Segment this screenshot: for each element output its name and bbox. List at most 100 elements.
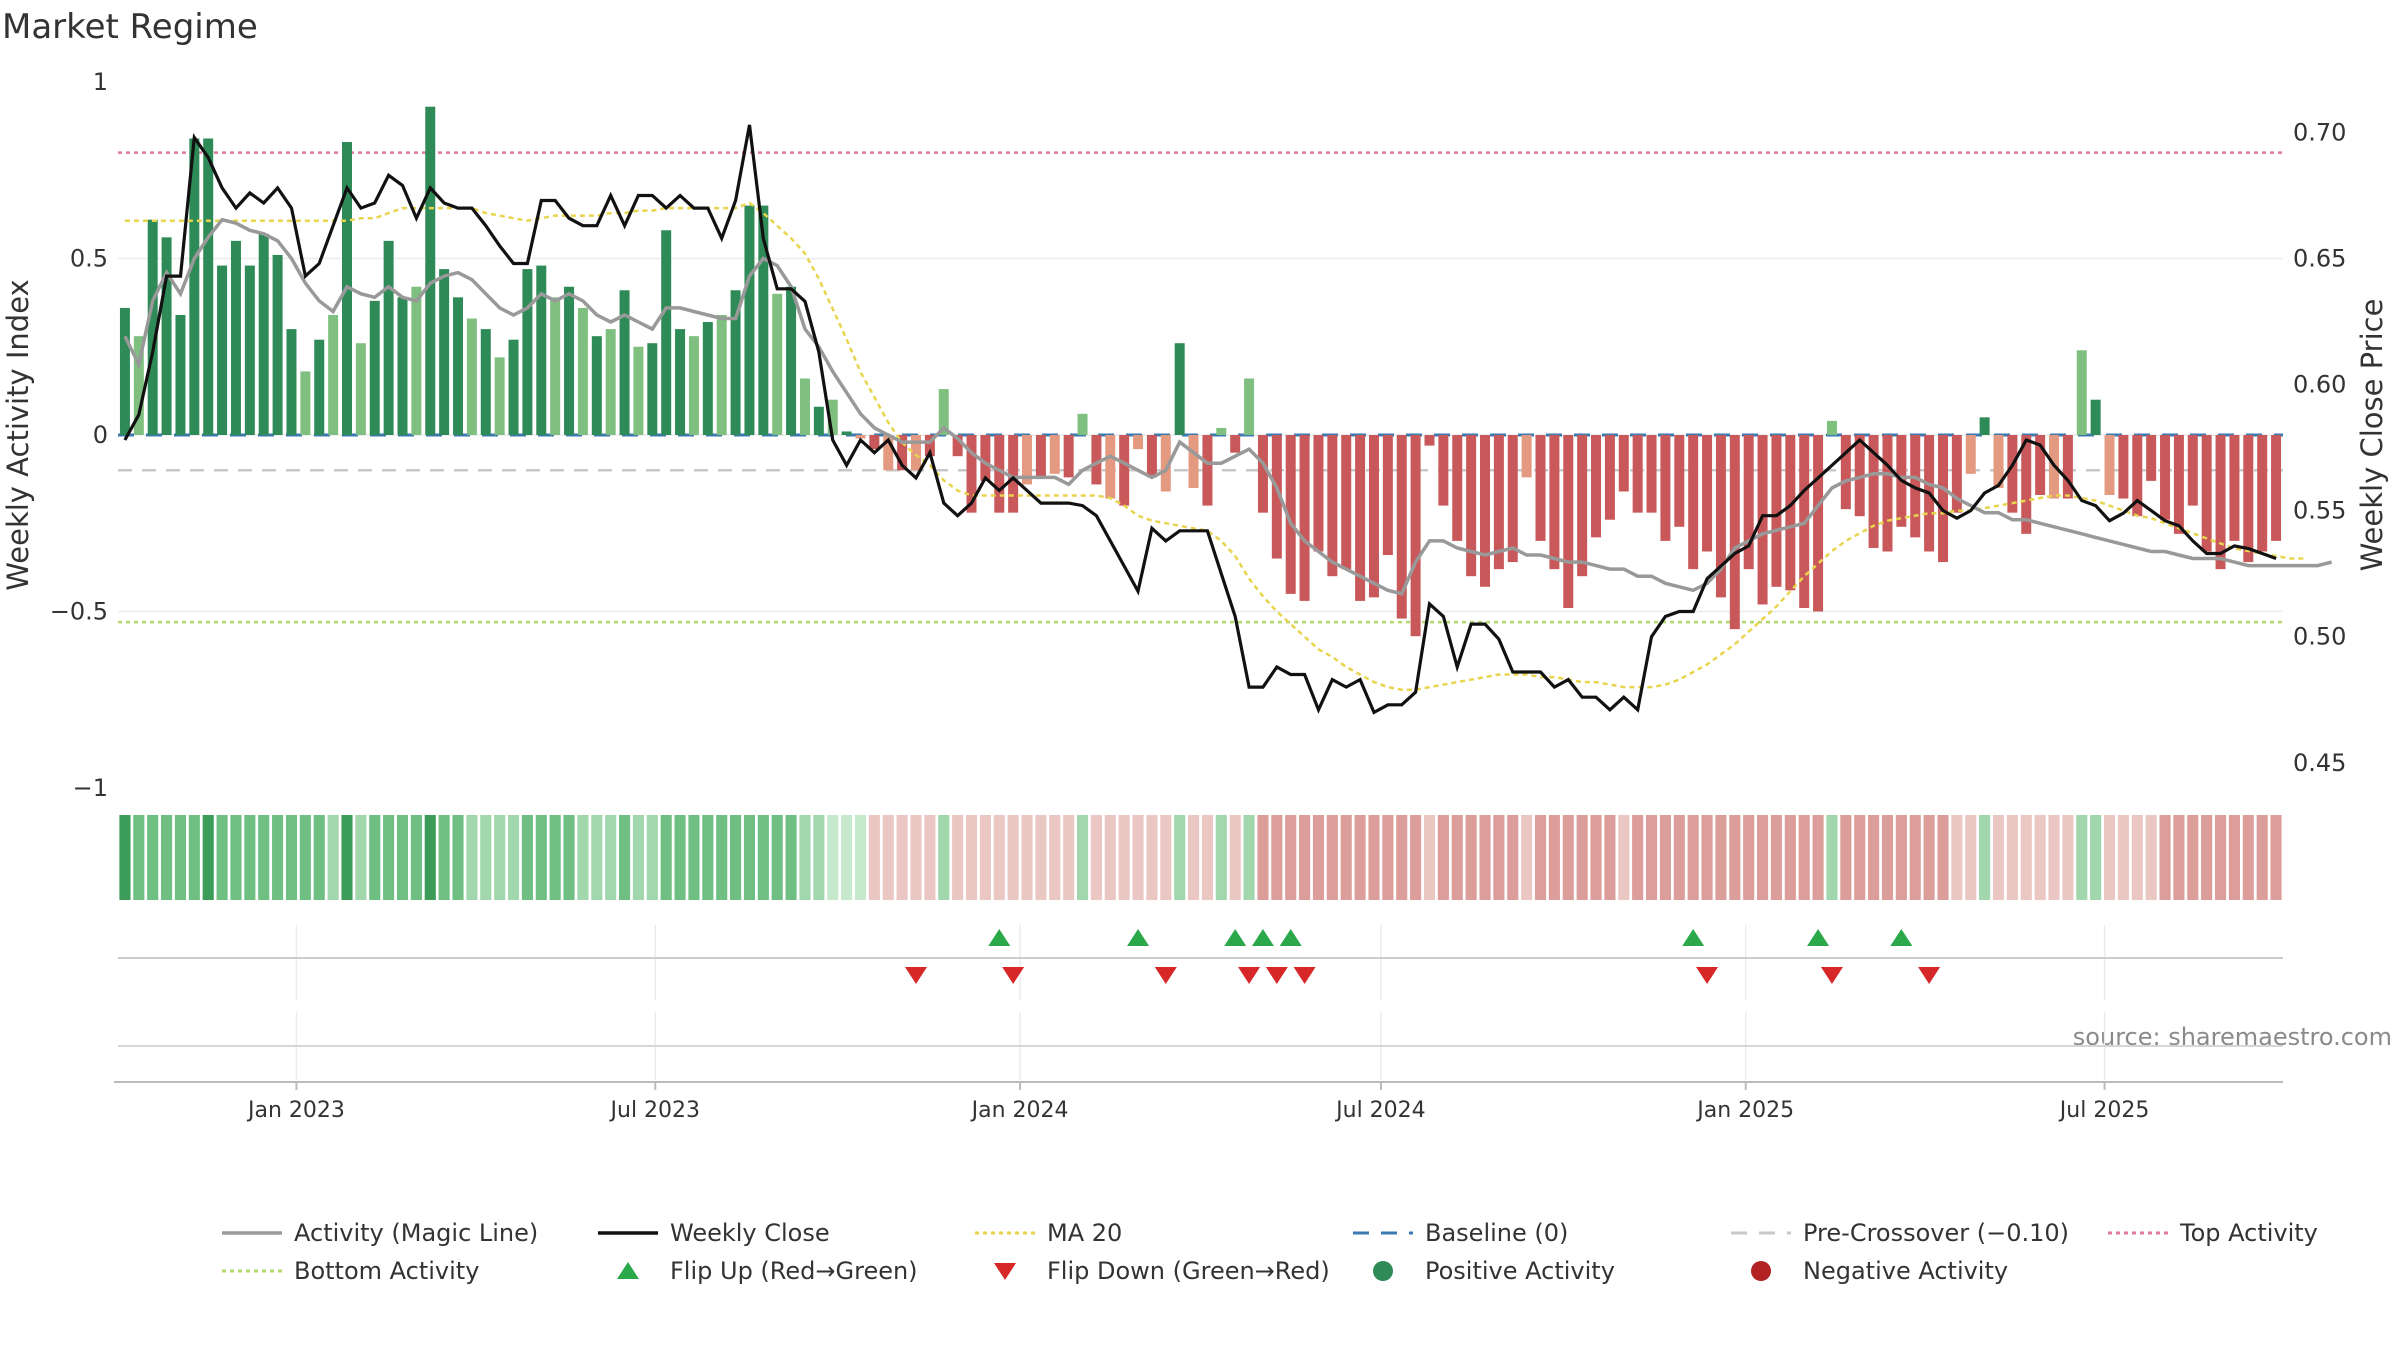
activity-bar — [1507, 435, 1518, 563]
activity-bar — [577, 307, 588, 435]
activity-bar — [369, 300, 380, 435]
activity-bar — [2062, 435, 2073, 499]
flip-down-marker — [1293, 967, 1316, 984]
regime-cell — [188, 815, 200, 900]
activity-bar — [1327, 435, 1338, 577]
legend-item: MA 20 — [975, 1219, 1122, 1247]
legend-label: Pre-Crossover (−0.10) — [1803, 1219, 2069, 1247]
regime-cell — [1507, 815, 1519, 900]
regime-cell — [258, 815, 270, 900]
regime-cell — [1132, 815, 1144, 900]
activity-bar — [1563, 435, 1574, 608]
regime-cell — [480, 815, 492, 900]
activity-bar — [702, 322, 713, 435]
regime-cell — [743, 815, 756, 900]
activity-bar — [1341, 435, 1352, 570]
activity-bar — [1480, 435, 1490, 587]
activity-bar — [1757, 435, 1768, 605]
regime-cell — [605, 815, 617, 900]
flip-down-marker — [1696, 967, 1719, 984]
activity-bar — [1077, 413, 1088, 435]
activity-bar — [2090, 399, 2101, 435]
activity-bar — [1674, 435, 1685, 527]
regime-cell — [1992, 815, 2005, 900]
regime-strip — [119, 815, 2282, 900]
regime-cell — [313, 815, 325, 900]
activity-bar — [1230, 435, 1241, 453]
activity-bar — [2257, 435, 2268, 552]
left-axis-label: Weekly Activity Index — [1, 279, 35, 590]
activity-bar — [1035, 435, 1046, 478]
activity-bar — [786, 286, 797, 435]
right-axis-label: Weekly Close Price — [2355, 299, 2389, 572]
left-tick-label: 0 — [93, 421, 108, 449]
weekly-close-line — [123, 124, 2277, 715]
flip-up-marker — [1224, 929, 1247, 946]
flip-up-marker — [1251, 929, 1274, 946]
regime-cell — [1299, 815, 1311, 900]
x-tick-label: Jul 2023 — [609, 1098, 701, 1123]
regime-cell — [2270, 815, 2282, 900]
activity-bar — [522, 269, 533, 435]
left-tick-label: 0.5 — [70, 245, 108, 273]
activity-bar — [1202, 435, 1213, 506]
flip-down-marker — [1238, 967, 1261, 984]
regime-cell — [1632, 815, 1644, 900]
regime-cell — [2173, 815, 2185, 900]
regime-cell — [563, 815, 575, 900]
activity-bar — [813, 406, 824, 435]
left-tick-label: −1 — [73, 774, 108, 802]
right-tick-label: 0.65 — [2293, 245, 2346, 273]
grid — [118, 257, 2283, 1080]
activity-bar — [841, 431, 852, 435]
regime-cell — [2034, 815, 2046, 900]
right-tick-label: 0.50 — [2293, 623, 2346, 651]
regime-cell — [1035, 815, 1047, 900]
x-tick-label: Jul 2024 — [1334, 1098, 1426, 1123]
activity-bar — [147, 219, 158, 435]
activity-bar — [619, 290, 630, 435]
regime-cell — [799, 815, 811, 900]
activity-bar — [1285, 435, 1296, 594]
flip-up-marker — [1890, 929, 1913, 946]
regime-cell — [1757, 815, 1769, 900]
flip-up-marker — [1279, 929, 1302, 946]
activity-bar — [1424, 435, 1435, 446]
regime-cell — [771, 815, 783, 900]
activity-bar — [1604, 435, 1615, 520]
x-tick-label: Jan 2025 — [1695, 1098, 1794, 1123]
regime-cell — [882, 815, 894, 900]
flip-markers-panel — [118, 929, 2283, 984]
legend-label: Negative Activity — [1803, 1257, 2008, 1285]
regime-cell — [438, 815, 450, 900]
legend-swatch — [1373, 1261, 1393, 1281]
activity-bar — [2076, 350, 2087, 435]
activity-bar — [244, 265, 255, 435]
activity-bar — [1216, 427, 1227, 435]
activity-bar — [1646, 435, 1657, 513]
regime-cell — [1673, 815, 1685, 900]
regime-cell — [466, 815, 478, 900]
activity-bar — [1826, 420, 1837, 435]
legend-item: Top Activity — [2108, 1219, 2318, 1247]
regime-cell — [2048, 815, 2060, 900]
activity-bar — [203, 138, 214, 436]
activity-bar — [1937, 435, 1948, 563]
regime-cell — [1840, 815, 1852, 900]
regime-cell — [1534, 815, 1547, 900]
legend-item: Baseline (0) — [1353, 1219, 1568, 1247]
activity-bar — [1965, 435, 1976, 474]
x-tick-label: Jan 2024 — [970, 1098, 1069, 1123]
regime-cell — [1243, 815, 1255, 900]
activity-bar — [675, 329, 686, 435]
activity-bar — [1355, 435, 1366, 601]
activity-bar — [2187, 435, 2198, 506]
legend-label: Activity (Magic Line) — [294, 1219, 538, 1247]
regime-cell — [1937, 815, 1949, 900]
regime-cell — [1798, 815, 1810, 900]
regime-cell — [1312, 815, 1325, 900]
flip-down-marker — [1002, 967, 1025, 984]
activity-bar — [1549, 435, 1560, 570]
regime-cell — [854, 815, 867, 900]
